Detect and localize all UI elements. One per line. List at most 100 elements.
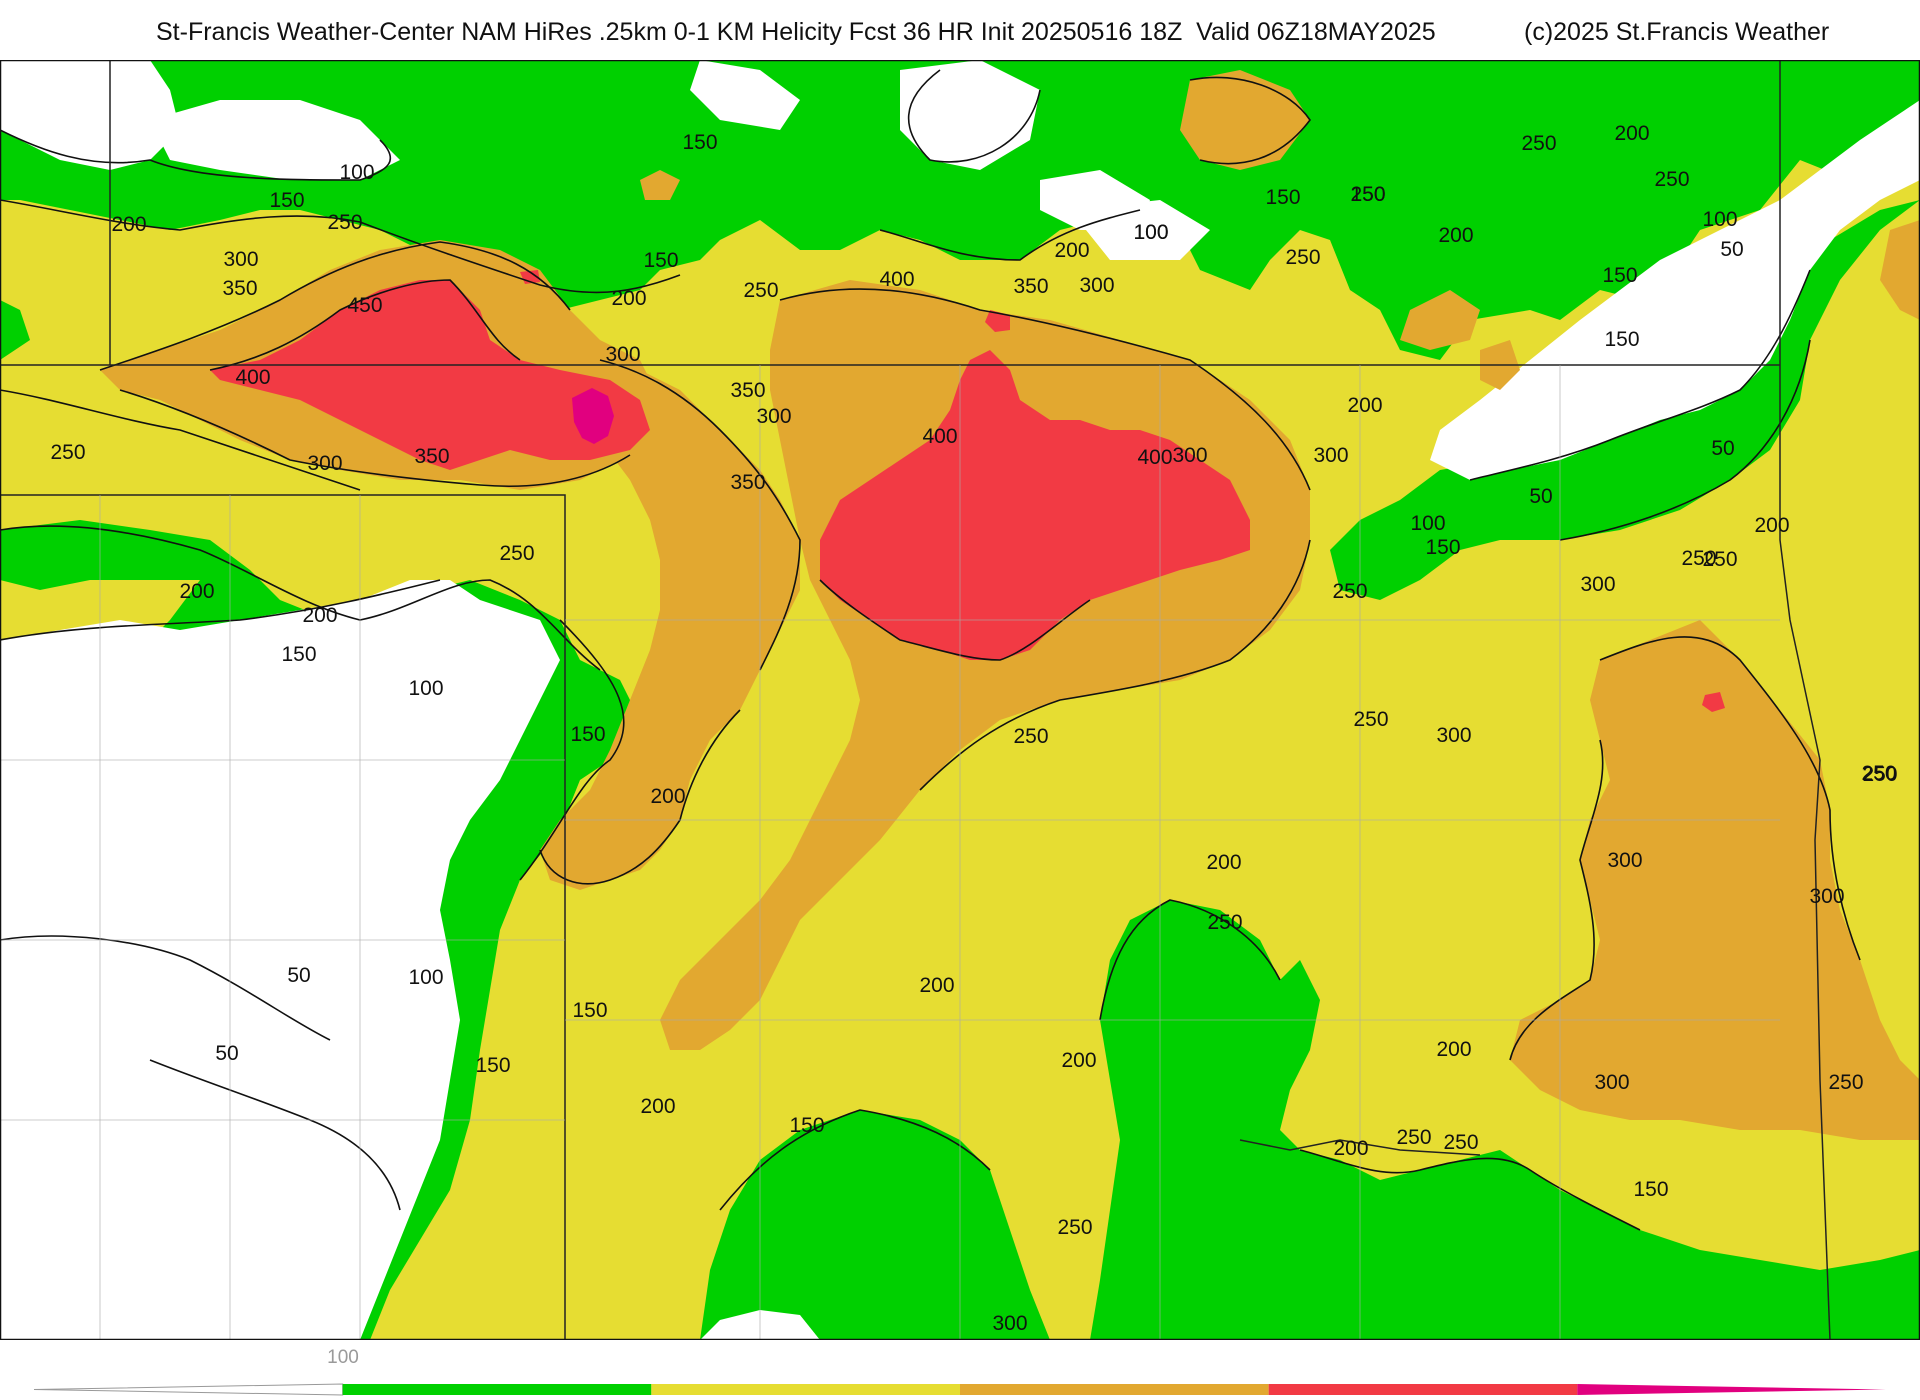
contour-line <box>779 288 1311 491</box>
contour-label: 300 <box>1809 885 1844 908</box>
contour-label: 200 <box>1061 1049 1096 1072</box>
contour-label: 50 <box>1720 238 1743 261</box>
copyright-notice: (c)2025 St.Francis Weather <box>1524 18 1830 46</box>
contour-label: 200 <box>919 974 954 997</box>
white-nw-2 <box>150 100 400 180</box>
contour-line <box>1299 1149 1641 1231</box>
contour-label: 100 <box>1133 221 1168 244</box>
orange-east-edge <box>1880 220 1920 320</box>
contour-label: 200 <box>611 287 646 310</box>
contour-line <box>1509 739 1604 1061</box>
contour-label: 200 <box>1436 1038 1471 1061</box>
magenta-peak <box>572 388 614 444</box>
green-south-center <box>700 1110 1050 1340</box>
contour-label: 300 <box>992 1312 1027 1335</box>
contour-label: 400 <box>922 425 957 448</box>
contour-label: 250 <box>1862 763 1897 786</box>
contour-label: 300 <box>1079 274 1114 297</box>
contour-label: 300 <box>223 248 258 271</box>
contour-label: 200 <box>1438 224 1473 247</box>
red-small-1 <box>985 310 1010 332</box>
state-boundary <box>1779 365 1831 1340</box>
contour-line <box>0 129 392 181</box>
contour-label: 150 <box>1265 186 1300 209</box>
contour-label: 150 <box>682 131 717 154</box>
contour-label: 100 <box>339 161 374 184</box>
contour-label: 150 <box>1633 1178 1668 1201</box>
contour-label: 250 <box>1443 1131 1478 1154</box>
white-north-1 <box>690 60 800 130</box>
orange-north-blob <box>640 170 680 200</box>
contour-label: 400 <box>235 366 270 389</box>
contour-label: 250 <box>1828 1071 1863 1094</box>
contour-label: 250 <box>1681 547 1716 570</box>
contour-label: 300 <box>756 405 791 428</box>
contour-label: 250 <box>1285 246 1320 269</box>
contour-label: 200 <box>640 1095 675 1118</box>
white-north-2 <box>900 60 1040 170</box>
contour-line <box>0 579 441 641</box>
white-nw-1 <box>0 60 180 170</box>
legend-bin-400-500 <box>1268 1384 1578 1395</box>
contour-label: 100 <box>408 677 443 700</box>
green-north-band <box>0 60 1920 360</box>
white-north-4 <box>1070 200 1210 260</box>
red-nw <box>210 280 650 470</box>
contour-label: 150 <box>1602 264 1637 287</box>
contour-label: 50 <box>1711 437 1734 460</box>
contour-label: 100 <box>408 966 443 989</box>
legend-color-bar <box>33 1383 1886 1396</box>
contour-label: 300 <box>1607 849 1642 872</box>
contour-line <box>209 279 521 371</box>
contour-line <box>1189 76 1311 165</box>
map-title: St-Francis Weather-Center NAM HiRes .25k… <box>156 18 1436 46</box>
contour-label: 250 <box>499 542 534 565</box>
contour-line <box>599 359 801 671</box>
contour-label: 200 <box>179 580 214 603</box>
legend-tick-label: 100 <box>327 1347 359 1368</box>
orange-ne-1 <box>1180 70 1310 170</box>
contour-line <box>719 1109 991 1211</box>
contour-line <box>1099 899 1281 1021</box>
contour-label: 250 <box>743 279 778 302</box>
contour-label: 250 <box>50 441 85 464</box>
orange-east <box>1510 620 1920 1140</box>
contour-label: 350 <box>222 277 257 300</box>
contour-line <box>0 389 361 491</box>
contour-label: 50 <box>287 964 310 987</box>
legend-bin-300-400 <box>960 1384 1269 1395</box>
white-sw-region <box>0 580 560 1340</box>
contour-label: 150 <box>1604 328 1639 351</box>
contour-label: 300 <box>1313 444 1348 467</box>
fill-below-100 <box>0 60 1920 1340</box>
contour-label: 300 <box>1580 573 1615 596</box>
contour-line <box>1599 636 1861 961</box>
state-boundaries <box>0 60 1831 1340</box>
contour-label: 200 <box>1333 1137 1368 1160</box>
contour-line <box>0 525 601 671</box>
contour-label: 300 <box>1594 1071 1629 1094</box>
green-east-band <box>1330 200 1920 600</box>
contour-label: 300 <box>307 452 342 475</box>
contour-label: 350 <box>1013 275 1048 298</box>
contour-label: 250 <box>1702 548 1737 571</box>
legend-bin-0-100 <box>33 1383 344 1396</box>
contour-label: 250 <box>1013 725 1048 748</box>
contour-label: 300 <box>1436 724 1471 747</box>
red-central <box>820 350 1250 660</box>
color-legend: 100 <box>33 1347 1886 1396</box>
legend-bin-100-200 <box>342 1384 652 1395</box>
contour-label: 200 <box>1754 514 1789 537</box>
contour-label: 150 <box>269 189 304 212</box>
contour-label: 250 <box>1057 1216 1092 1239</box>
contour-label: 200 <box>111 213 146 236</box>
contour-label: 150 <box>1350 183 1385 206</box>
contour-label: 100 <box>1133 221 1168 244</box>
contour-label: 400 <box>1137 446 1172 469</box>
contour-label: 250 <box>1521 132 1556 155</box>
contour-line <box>519 619 625 881</box>
green-south-east <box>1090 900 1920 1340</box>
contour-line <box>539 709 741 885</box>
